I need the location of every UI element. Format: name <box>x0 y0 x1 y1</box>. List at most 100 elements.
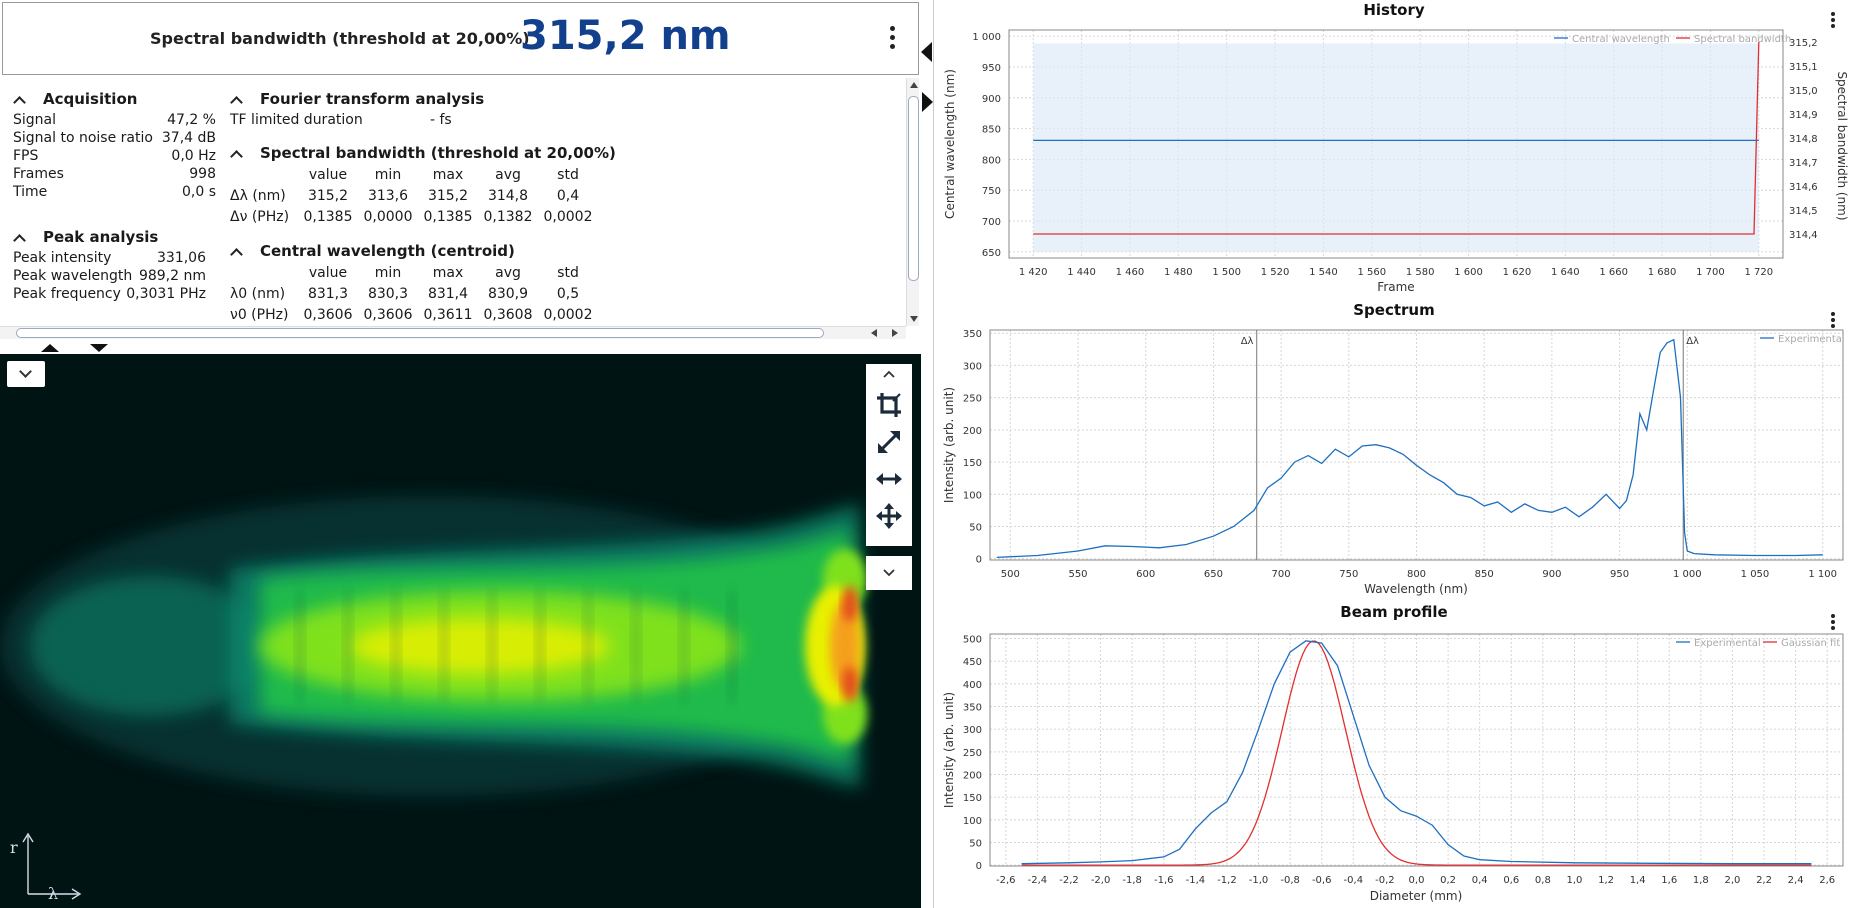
x-tick-label: 800 <box>1407 569 1426 580</box>
chevron-up-icon[interactable] <box>866 364 912 384</box>
legend-label: Central wavelength <box>1572 34 1670 45</box>
y-tick-label: 100 <box>963 490 982 501</box>
stat-value: 989,2 nm <box>138 268 206 284</box>
table-row-label: Δλ (nm) <box>230 188 286 204</box>
axis-r-label: r <box>10 838 18 857</box>
beam-fringe <box>487 586 497 706</box>
chevron-up-icon[interactable] <box>13 96 26 109</box>
spectrum-chart[interactable]: 0 50 100 150 200 250 300 350 500 550 600 650 700 750 8… <box>934 302 1853 602</box>
fourier-header[interactable]: Fourier transform analysis <box>260 90 485 108</box>
chevron-up-icon[interactable] <box>230 150 243 163</box>
x-tick-label: 900 <box>1542 569 1561 580</box>
x-tick-label: -2,2 <box>1059 875 1079 886</box>
split-down-arrow-icon[interactable] <box>90 344 108 352</box>
table-cell: 0,3606 <box>363 307 413 323</box>
move-icon[interactable] <box>874 501 904 531</box>
y2-tick-label: 314,4 <box>1789 230 1818 241</box>
marker-label: Δλ <box>1686 336 1699 347</box>
scroll-up-icon[interactable] <box>910 82 918 88</box>
chevron-up-icon[interactable] <box>230 248 243 261</box>
view-options-button[interactable] <box>7 361 45 387</box>
beam-tail <box>30 576 270 716</box>
x-tick-label: 650 <box>1204 569 1223 580</box>
scroll-right-icon[interactable] <box>892 329 898 337</box>
chevron-down-icon <box>19 365 32 378</box>
peak-analysis-header[interactable]: Peak analysis <box>43 228 159 246</box>
banner-label: Spectral bandwidth (threshold at 20,00%)… <box>150 29 542 48</box>
history-chart[interactable]: 650 700 750 800 850 900 950 1 000 1 420 1 440 1 46… <box>934 0 1853 300</box>
series-line-experimental <box>996 338 1823 559</box>
stat-label: FPS <box>13 148 39 164</box>
x-tick-label: 1 420 <box>1019 267 1048 278</box>
table-row-label: λ0 (nm) <box>230 286 286 302</box>
bandwidth-header[interactable]: Spectral bandwidth (threshold at 20,00%) <box>260 144 616 162</box>
x-tick-label: 0,4 <box>1472 875 1488 886</box>
axis-lambda-label: λ <box>48 884 59 903</box>
stat-label: Signal <box>13 112 57 128</box>
x-tick-label: -0,2 <box>1375 875 1395 886</box>
y-tick-label: 250 <box>963 394 982 405</box>
stretch-horizontal-icon[interactable] <box>874 464 904 494</box>
y-tick-label: 50 <box>969 522 982 533</box>
split-up-arrow-icon[interactable] <box>41 344 59 352</box>
toolbar-collapse-button[interactable] <box>866 556 912 590</box>
beam-profile-chart[interactable]: 0 50 100 150 200 250 300 350 400 450 500 -2,6 -2,4 -2… <box>934 604 1853 908</box>
acquisition-header[interactable]: Acquisition <box>43 90 138 108</box>
x-tick-label: 2,2 <box>1756 875 1772 886</box>
table-header: avg <box>495 265 521 281</box>
stat-value: 37,4 dB <box>161 130 216 146</box>
chevron-up-icon[interactable] <box>230 96 243 109</box>
x-tick-label: 1 540 <box>1309 267 1338 278</box>
beam-fringe <box>295 586 305 706</box>
y2-tick-label: 315,1 <box>1789 62 1818 73</box>
history-menu-icon[interactable] <box>1829 12 1837 30</box>
collapse-left-arrow-icon[interactable] <box>921 42 932 62</box>
x-tick-label: 1 680 <box>1648 267 1677 278</box>
legend-label: Experimental <box>1694 638 1761 649</box>
beam-image <box>0 496 867 796</box>
table-cell: 315,2 <box>427 188 469 204</box>
chevron-up-icon[interactable] <box>13 234 26 247</box>
beam-fringe <box>439 586 449 706</box>
y-axis-title: Intensity (arb. unit) <box>942 387 956 503</box>
vertical-scrollbar[interactable] <box>906 78 919 326</box>
stat-label: Time <box>13 184 48 200</box>
camera-view[interactable]: r λ <box>0 354 921 908</box>
y-tick-label: 50 <box>969 838 982 849</box>
x-tick-label: 0,8 <box>1535 875 1551 886</box>
centroid-header[interactable]: Central wavelength (centroid) <box>260 242 515 260</box>
x-tick-label: 1 620 <box>1503 267 1532 278</box>
horizontal-scrollbar[interactable] <box>0 326 906 339</box>
x-tick-label: 1,8 <box>1693 875 1709 886</box>
y2-axis-title: Spectral bandwidth (nm) <box>1835 71 1849 220</box>
x-tick-label: 2,4 <box>1788 875 1804 886</box>
scroll-thumb[interactable] <box>908 96 919 281</box>
fit-icon[interactable] <box>874 427 904 457</box>
table-cell: 0,1382 <box>483 209 533 225</box>
x-tick-label: -1,2 <box>1217 875 1237 886</box>
scroll-thumb[interactable] <box>16 328 824 338</box>
beam-fringe <box>679 586 689 706</box>
beam-edge-peak <box>842 666 858 702</box>
stat-label: Peak wavelength <box>13 268 133 284</box>
plot-frame <box>1008 29 1784 259</box>
scroll-left-icon[interactable] <box>871 329 877 337</box>
table-header: value <box>308 167 348 183</box>
table-cell: 0,0002 <box>543 209 593 225</box>
y2-tick-label: 314,5 <box>1789 206 1818 217</box>
y2-tick-label: 314,9 <box>1789 110 1818 121</box>
expand-right-arrow-icon[interactable] <box>922 92 933 112</box>
beam-profile-menu-icon[interactable] <box>1829 614 1837 632</box>
table-header: std <box>557 167 579 183</box>
banner-menu-icon[interactable] <box>887 26 897 50</box>
y-tick-label: 250 <box>963 748 982 759</box>
series-line-spectral-bandwidth <box>1033 41 1760 235</box>
spectrum-menu-icon[interactable] <box>1829 312 1837 330</box>
scroll-down-icon[interactable] <box>910 316 918 322</box>
plot-frame <box>989 329 1844 561</box>
table-row-label: Δν (PHz) <box>230 209 290 225</box>
axes-orientation-icon <box>22 832 82 900</box>
stat-label: Signal to noise ratio <box>13 130 153 146</box>
crop-icon[interactable] <box>874 390 904 420</box>
beam-fringe <box>727 586 737 706</box>
